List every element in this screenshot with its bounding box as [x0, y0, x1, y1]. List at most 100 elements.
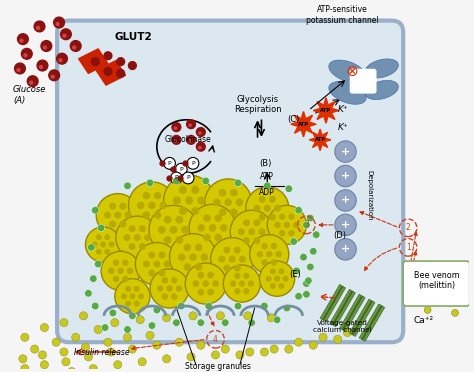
Circle shape	[198, 289, 203, 295]
Circle shape	[192, 187, 199, 193]
Circle shape	[303, 291, 310, 298]
Circle shape	[294, 338, 303, 346]
Circle shape	[199, 132, 201, 134]
Circle shape	[309, 341, 318, 349]
Circle shape	[204, 234, 210, 241]
Circle shape	[130, 294, 135, 299]
Polygon shape	[79, 49, 108, 73]
Circle shape	[164, 157, 175, 169]
Polygon shape	[330, 289, 356, 327]
Circle shape	[146, 331, 154, 340]
Circle shape	[118, 268, 123, 273]
Circle shape	[235, 273, 240, 278]
Circle shape	[15, 63, 25, 74]
Circle shape	[244, 289, 249, 294]
Circle shape	[162, 294, 167, 299]
Circle shape	[18, 34, 28, 45]
Circle shape	[160, 202, 166, 208]
Circle shape	[205, 302, 212, 310]
Text: Depolarization: Depolarization	[366, 170, 372, 221]
Text: +: +	[341, 171, 350, 181]
Circle shape	[164, 217, 171, 223]
Circle shape	[213, 281, 218, 286]
Circle shape	[37, 60, 48, 71]
Circle shape	[259, 261, 295, 296]
Circle shape	[97, 250, 101, 254]
Circle shape	[145, 235, 150, 240]
Circle shape	[176, 237, 182, 243]
Circle shape	[60, 318, 68, 327]
Circle shape	[189, 140, 191, 142]
Circle shape	[223, 265, 261, 302]
Circle shape	[235, 289, 240, 294]
Circle shape	[196, 244, 202, 250]
Circle shape	[138, 294, 143, 299]
Circle shape	[60, 348, 68, 356]
Circle shape	[271, 284, 275, 288]
Text: 1: 1	[406, 243, 410, 252]
Circle shape	[275, 222, 280, 227]
Text: P: P	[168, 161, 172, 166]
Circle shape	[150, 269, 189, 308]
Circle shape	[295, 206, 302, 214]
Circle shape	[115, 212, 120, 218]
Text: Glucose
(A): Glucose (A)	[13, 85, 46, 105]
Circle shape	[105, 235, 109, 240]
FancyBboxPatch shape	[57, 20, 403, 342]
Circle shape	[17, 68, 20, 71]
Circle shape	[104, 52, 112, 60]
Circle shape	[109, 242, 114, 247]
Circle shape	[447, 300, 454, 307]
Circle shape	[24, 54, 27, 57]
Circle shape	[221, 319, 229, 326]
Text: (B): (B)	[259, 159, 272, 168]
Circle shape	[234, 179, 242, 187]
Circle shape	[41, 41, 52, 51]
Circle shape	[149, 205, 198, 254]
Circle shape	[264, 182, 271, 189]
Polygon shape	[291, 112, 316, 137]
Circle shape	[184, 244, 191, 250]
Circle shape	[138, 357, 146, 366]
Circle shape	[225, 199, 231, 205]
Text: ATP: ATP	[320, 108, 331, 113]
Circle shape	[180, 187, 186, 193]
Circle shape	[189, 204, 236, 251]
Circle shape	[38, 351, 46, 359]
Circle shape	[262, 260, 267, 265]
Circle shape	[110, 221, 115, 227]
Circle shape	[170, 234, 217, 280]
Text: +: +	[341, 147, 350, 157]
Circle shape	[72, 333, 80, 341]
Polygon shape	[349, 299, 375, 336]
Circle shape	[61, 29, 71, 40]
Circle shape	[335, 141, 356, 162]
Circle shape	[211, 351, 219, 359]
Circle shape	[234, 302, 242, 310]
Circle shape	[244, 220, 249, 225]
Circle shape	[91, 302, 99, 310]
Circle shape	[178, 302, 185, 310]
Circle shape	[68, 368, 76, 372]
Circle shape	[123, 333, 132, 341]
Circle shape	[230, 210, 273, 253]
Circle shape	[310, 248, 317, 255]
Text: ATP: ATP	[315, 137, 326, 142]
Circle shape	[128, 62, 137, 70]
Circle shape	[275, 276, 279, 281]
Circle shape	[128, 268, 133, 273]
Circle shape	[85, 290, 92, 297]
Circle shape	[208, 272, 213, 278]
Circle shape	[97, 235, 101, 240]
Circle shape	[248, 281, 253, 286]
Circle shape	[244, 312, 252, 320]
Text: 2: 2	[406, 223, 410, 232]
Circle shape	[163, 355, 171, 363]
Circle shape	[312, 231, 320, 238]
Ellipse shape	[329, 60, 366, 83]
Circle shape	[137, 202, 144, 208]
Circle shape	[159, 252, 165, 258]
Circle shape	[173, 319, 180, 326]
Circle shape	[219, 256, 225, 262]
Circle shape	[267, 252, 272, 257]
